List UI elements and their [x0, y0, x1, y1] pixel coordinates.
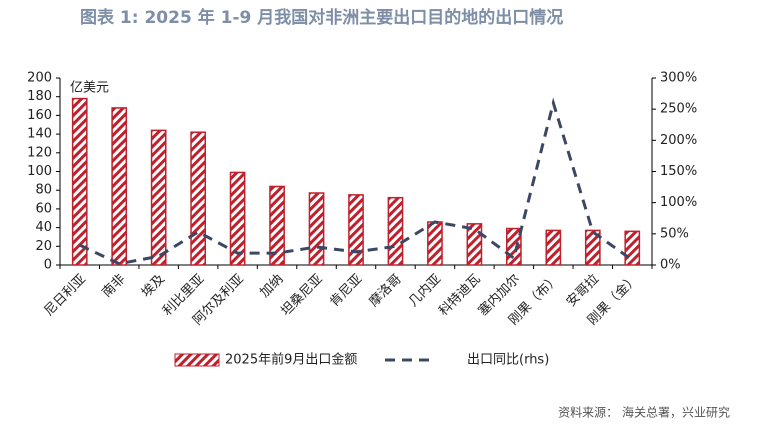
y2-tick-label: 200%: [660, 133, 697, 148]
x-tick-label: 加纳: [257, 272, 286, 301]
x-tick-label: 摩洛哥: [366, 271, 405, 310]
y-tick-label: 200: [27, 71, 52, 86]
y-tick-label: 0: [44, 258, 52, 273]
y-tick-label: 60: [35, 201, 52, 216]
y2-tick-label: 250%: [660, 102, 697, 117]
x-tick-label: 南非: [99, 271, 129, 301]
bar: [111, 107, 128, 266]
source: 资料来源： 海关总署，兴业研究: [558, 405, 730, 420]
x-tick-label: 埃及: [139, 272, 168, 301]
y-tick-label: 140: [27, 127, 52, 142]
bar: [466, 223, 483, 266]
x-tick-label: 肯尼亚: [327, 272, 365, 310]
chart-title: 图表 1: 2025 年 1-9 月我国对非洲主要出口目的地的出口情况: [80, 7, 563, 28]
x-tick-label: 几内亚: [405, 271, 444, 310]
bar: [190, 131, 206, 266]
bar: [348, 194, 364, 266]
x-tick-label: 安哥拉: [564, 272, 602, 310]
y-tick-label: 120: [27, 145, 52, 160]
bar: [71, 97, 88, 266]
bar: [545, 229, 562, 266]
x-tick-label: 尼日利亚: [42, 272, 89, 319]
legend-label: 2025年前9月出口金额: [225, 352, 357, 368]
bar: [269, 185, 285, 266]
y-tick-label: 160: [27, 108, 52, 123]
x-tick-label: 科特迪瓦: [436, 272, 483, 319]
y2-tick-label: 50%: [660, 226, 689, 241]
bar: [624, 230, 641, 266]
y-tick-label: 20: [35, 239, 52, 254]
line: [79, 97, 634, 266]
bar: [308, 192, 325, 266]
y2-tick-label: 150%: [660, 164, 697, 179]
bar: [584, 229, 601, 266]
x-tick-label: 坦桑尼亚: [278, 272, 325, 319]
y-tick-label: 180: [27, 89, 52, 104]
y-tick-label: 80: [35, 183, 52, 198]
y2-tick-label: 0%: [660, 258, 681, 273]
bar: [387, 196, 404, 266]
y-tick-label: 40: [35, 220, 52, 235]
bar: [150, 129, 167, 266]
y2-tick-label: 300%: [660, 71, 697, 86]
legend-swatch: [174, 353, 220, 367]
y2-tick-label: 100%: [660, 195, 697, 210]
bar: [427, 221, 443, 266]
bar: [229, 171, 246, 266]
unit-label: 亿美元: [70, 81, 109, 96]
y-tick-label: 100: [27, 164, 52, 179]
legend-label: 出口同比(rhs): [467, 353, 549, 368]
